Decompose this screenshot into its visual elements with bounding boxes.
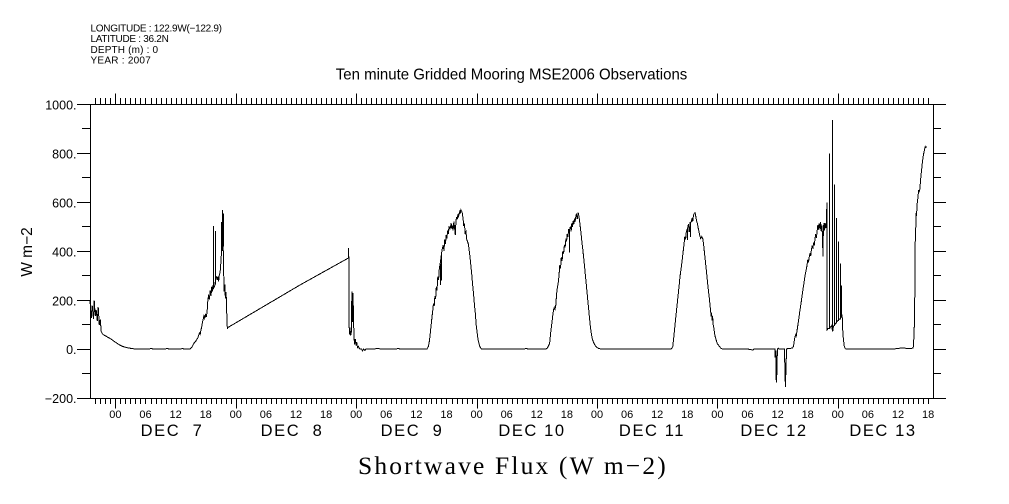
svg-text:00: 00	[109, 409, 121, 421]
svg-text:00: 00	[470, 409, 482, 421]
svg-text:400.: 400.	[52, 245, 76, 259]
svg-text:0.: 0.	[66, 343, 76, 357]
svg-text:DEC 12: DEC 12	[740, 422, 807, 440]
svg-text:00: 00	[591, 409, 603, 421]
svg-text:LONGITUDE : 122.9W(−122.9): LONGITUDE : 122.9W(−122.9)	[91, 24, 223, 35]
svg-text:18: 18	[922, 409, 934, 421]
svg-text:12: 12	[892, 409, 904, 421]
svg-text:06: 06	[621, 409, 633, 421]
svg-text:18: 18	[440, 409, 452, 421]
svg-text:06: 06	[380, 409, 392, 421]
svg-text:DEC 8: DEC 8	[261, 422, 324, 440]
svg-text:LATITUDE : 36.2N: LATITUDE : 36.2N	[91, 34, 169, 45]
svg-text:00: 00	[832, 409, 844, 421]
svg-text:Shortwave Flux (W m−2): Shortwave Flux (W m−2)	[358, 451, 668, 480]
svg-text:00: 00	[711, 409, 723, 421]
svg-text:DEPTH (m) : 0: DEPTH (m) : 0	[91, 45, 159, 56]
svg-text:DEC 9: DEC 9	[381, 422, 444, 440]
svg-text:12: 12	[410, 409, 422, 421]
svg-text:DEC 10: DEC 10	[498, 422, 565, 440]
svg-text:DEC 13: DEC 13	[849, 422, 916, 440]
svg-text:12: 12	[651, 409, 663, 421]
svg-text:DEC 7: DEC 7	[141, 422, 204, 440]
svg-text:800.: 800.	[52, 147, 76, 161]
svg-text:06: 06	[501, 409, 513, 421]
svg-text:YEAR : 2007: YEAR : 2007	[91, 56, 152, 67]
svg-text:12: 12	[169, 409, 181, 421]
svg-text:18: 18	[681, 409, 693, 421]
svg-text:18: 18	[802, 409, 814, 421]
svg-text:00: 00	[230, 409, 242, 421]
svg-text:1000.: 1000.	[45, 99, 76, 113]
svg-text:12: 12	[531, 409, 543, 421]
svg-text:06: 06	[862, 409, 874, 421]
svg-text:06: 06	[260, 409, 272, 421]
svg-text:12: 12	[771, 409, 783, 421]
svg-text:06: 06	[741, 409, 753, 421]
svg-text:12: 12	[290, 409, 302, 421]
svg-text:18: 18	[200, 409, 212, 421]
svg-text:00: 00	[350, 409, 362, 421]
svg-text:Ten minute Gridded Mooring MSE: Ten minute Gridded Mooring MSE2006 Obser…	[336, 66, 688, 83]
svg-text:600.: 600.	[52, 196, 76, 210]
svg-text:18: 18	[561, 409, 573, 421]
svg-text:−200.: −200.	[45, 392, 77, 406]
svg-text:200.: 200.	[52, 294, 76, 308]
svg-text:18: 18	[320, 409, 332, 421]
svg-text:W m−2: W m−2	[19, 227, 36, 277]
svg-text:06: 06	[139, 409, 151, 421]
svg-text:DEC 11: DEC 11	[619, 422, 685, 440]
